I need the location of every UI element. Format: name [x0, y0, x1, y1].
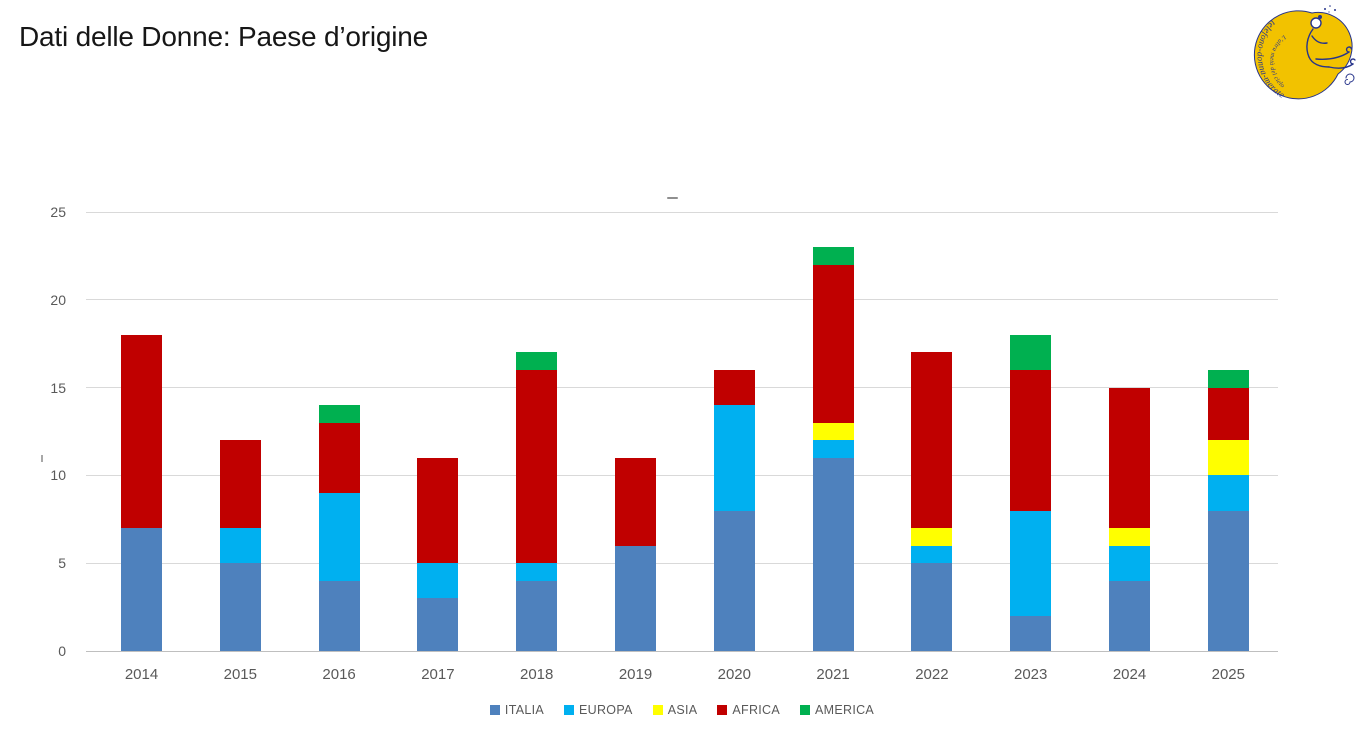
bar-segment-europa-2015 [219, 528, 261, 564]
bar-segment-italia-2016 [318, 580, 360, 651]
legend-item-italia: ITALIA [489, 703, 545, 717]
bar-segment-italia-2024 [1109, 580, 1150, 651]
x-tick-label: 2015 [223, 666, 257, 683]
bar-segment-italia-2020 [713, 510, 755, 651]
legend-item-europa: EUROPA [564, 703, 633, 717]
telefono-donna-merate-logo: telefono-donna-merate L’altra metà del c… [1253, 5, 1356, 100]
bar-segment-italia-2021 [812, 457, 854, 651]
bar-segment-africa-2024 [1109, 387, 1150, 529]
bar-segment-europa-2020 [713, 405, 755, 511]
bar-segment-italia-2014 [121, 528, 162, 651]
y-tick-label: 0 [58, 643, 66, 659]
bar-segment-asia-2021 [812, 422, 854, 441]
legend-label: EUROPA [579, 703, 633, 717]
bar-segment-europa-2021 [812, 440, 854, 458]
sitting-figure-outline [1306, 15, 1356, 85]
legend-label: AFRICA [732, 703, 781, 717]
bar-segment-africa-2023 [1010, 370, 1052, 511]
bar-segment-europa-2024 [1109, 545, 1150, 581]
bar-segment-italia-2023 [1010, 615, 1052, 651]
gridline [86, 562, 1278, 564]
legend-swatch-africa [717, 705, 728, 715]
bar-segment-europa-2016 [318, 492, 360, 581]
y-tick-label: 5 [58, 555, 66, 572]
bar-segment-italia-2018 [516, 580, 558, 651]
x-tick-label: 2017 [421, 666, 455, 683]
x-tick-label: 2020 [717, 666, 751, 683]
legend-swatch-europa [564, 705, 575, 715]
crescent-moon-shape [1253, 10, 1353, 100]
bar-segment-africa-2015 [219, 440, 261, 529]
bar-segment-italia-2022 [911, 563, 953, 651]
y-tick-label: 25 [50, 204, 66, 220]
bar-segment-europa-2023 [1010, 510, 1052, 616]
gridline [86, 387, 1278, 389]
legend-label: ITALIA [504, 703, 545, 717]
bar-segment-africa-2014 [121, 334, 162, 529]
bar-segment-europa-2018 [516, 563, 558, 581]
bar-segment-italia-2017 [417, 598, 459, 651]
x-tick-label: 2014 [124, 666, 159, 683]
bar-segment-europa-2017 [417, 563, 459, 599]
legend: ITALIA EUROPA ASIA AFRICA AMERICA [86, 703, 1278, 717]
x-tick-label: 2025 [1211, 666, 1245, 683]
bar-segment-asia-2022 [911, 528, 953, 546]
x-tick-label: 2016 [322, 666, 356, 683]
legend-swatch-italia [489, 705, 500, 715]
x-tick-label: 2023 [1014, 666, 1048, 683]
bar-segment-asia-2024 [1109, 528, 1150, 546]
legend-label: AMERICA [815, 703, 875, 717]
x-tick-label: 2024 [1112, 666, 1147, 683]
x-axis-line [86, 650, 1278, 652]
y-tick-label: 20 [50, 291, 66, 308]
bar-segment-america-2021 [812, 247, 854, 265]
bar-segment-africa-2018 [516, 370, 558, 564]
bar-segment-europa-2022 [911, 545, 953, 564]
x-tick-label: 2019 [618, 666, 653, 683]
bar-segment-italia-2019 [615, 545, 656, 651]
bar-segment-africa-2021 [812, 264, 854, 423]
legend-item-africa: AFRICA [717, 703, 780, 717]
gridline [86, 474, 1278, 476]
bar-segment-italia-2025 [1207, 510, 1249, 651]
legend-label: ASIA [667, 703, 698, 717]
page-title: Dati delle Donne: Paese d’origine [19, 21, 428, 52]
legend-swatch-america [800, 705, 811, 715]
stray-tick-mark [41, 455, 43, 462]
y-tick-label: 10 [50, 467, 66, 484]
bar-segment-africa-2020 [713, 370, 755, 406]
legend-item-asia: ASIA [652, 703, 698, 717]
bar-segment-africa-2017 [417, 457, 459, 564]
bar-segment-america-2016 [318, 405, 360, 423]
bar-segment-africa-2025 [1207, 387, 1249, 441]
bar-segment-europa-2025 [1207, 475, 1249, 511]
bar-segment-asia-2025 [1207, 440, 1249, 476]
bar-segment-america-2023 [1010, 334, 1052, 371]
bar-segment-america-2018 [516, 352, 558, 371]
gridline [86, 299, 1278, 301]
gridline [86, 211, 1278, 213]
bar-segment-africa-2019 [615, 457, 656, 546]
legend-swatch-asia [652, 705, 663, 715]
x-tick-label: 2018 [520, 666, 554, 683]
legend-item-america: AMERICA [800, 703, 874, 717]
bar-segment-america-2025 [1207, 370, 1249, 388]
bar-segment-africa-2016 [318, 422, 360, 493]
y-tick-label: 15 [50, 379, 66, 396]
x-tick-label: 2022 [915, 666, 949, 683]
stray-dash-mark [667, 197, 678, 199]
bar-segment-africa-2022 [911, 352, 953, 529]
x-tick-label: 2021 [816, 666, 850, 683]
sparkle-dots [1324, 5, 1336, 13]
bar-segment-italia-2015 [219, 563, 261, 651]
